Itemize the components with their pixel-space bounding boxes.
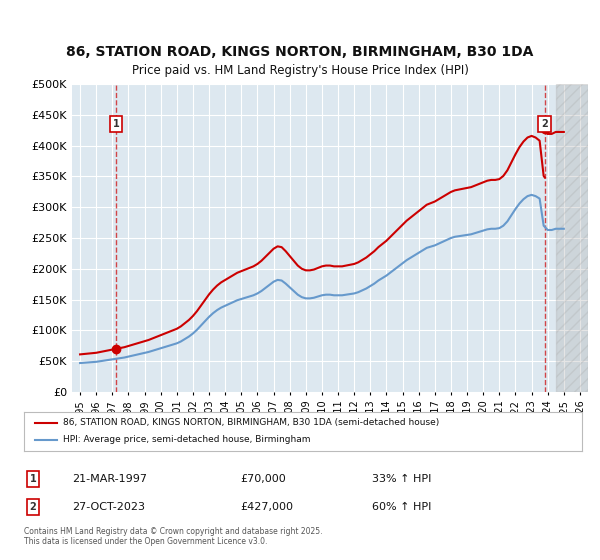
Text: £427,000: £427,000 xyxy=(240,502,293,512)
Text: 1: 1 xyxy=(112,119,119,129)
Text: Price paid vs. HM Land Registry's House Price Index (HPI): Price paid vs. HM Land Registry's House … xyxy=(131,64,469,77)
Text: 86, STATION ROAD, KINGS NORTON, BIRMINGHAM, B30 1DA (semi-detached house): 86, STATION ROAD, KINGS NORTON, BIRMINGH… xyxy=(63,418,439,427)
Text: HPI: Average price, semi-detached house, Birmingham: HPI: Average price, semi-detached house,… xyxy=(63,435,311,444)
Text: £70,000: £70,000 xyxy=(240,474,286,484)
Bar xyxy=(556,84,588,392)
Text: 86, STATION ROAD, KINGS NORTON, BIRMINGHAM, B30 1DA: 86, STATION ROAD, KINGS NORTON, BIRMINGH… xyxy=(67,45,533,59)
Text: 1: 1 xyxy=(29,474,37,484)
Text: 27-OCT-2023: 27-OCT-2023 xyxy=(72,502,145,512)
Text: Contains HM Land Registry data © Crown copyright and database right 2025.
This d: Contains HM Land Registry data © Crown c… xyxy=(24,526,323,546)
Text: 2: 2 xyxy=(541,119,548,129)
Text: 21-MAR-1997: 21-MAR-1997 xyxy=(72,474,147,484)
Text: 33% ↑ HPI: 33% ↑ HPI xyxy=(372,474,431,484)
Text: 2: 2 xyxy=(29,502,37,512)
Text: 60% ↑ HPI: 60% ↑ HPI xyxy=(372,502,431,512)
